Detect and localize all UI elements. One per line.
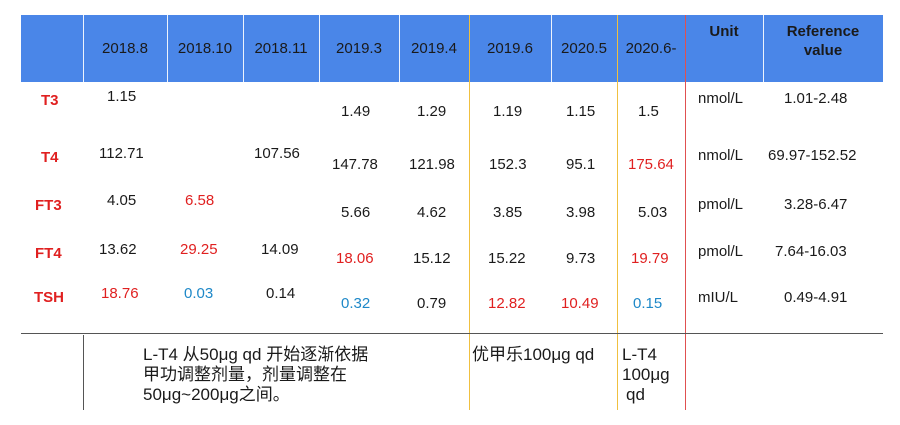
note-euthyrox: 优甲乐100μg qd [472, 345, 595, 364]
cell-t4-2020-5: 95.1 [566, 156, 596, 173]
cell-ft4-2019-3: 18.06 [336, 250, 374, 267]
divider-red [685, 15, 686, 410]
note-line-1: L-T4 从50μg qd 开始逐渐依据 [143, 345, 369, 364]
cell-ft3-ref: 3.28-6.47 [784, 196, 848, 213]
row-label-ft3: FT3 [35, 197, 62, 214]
cell-tsh-2018-11: 0.14 [266, 285, 296, 302]
cell-ft3-2018-8: 4.05 [107, 192, 137, 209]
cell-ft3-2020-5: 3.98 [566, 204, 596, 221]
header-date-7: 2020.5 [561, 40, 607, 57]
divider-yellow-2 [617, 15, 618, 410]
cell-t3-2018-8: 1.15 [107, 88, 137, 105]
cell-ft4-2019-4: 15.12 [413, 250, 451, 267]
cell-tsh-unit: mIU/L [698, 289, 739, 306]
cell-tsh-2019-3: 0.32 [341, 295, 371, 312]
cell-t3-2019-4: 1.29 [417, 103, 447, 120]
notes-separator [21, 333, 883, 334]
cell-ft3-2019-4: 4.62 [417, 204, 447, 221]
divider-yellow-1 [469, 15, 470, 410]
cell-ft4-ref: 7.64-16.03 [775, 243, 847, 260]
note-line-2: 甲功调整剂量，剂量调整在 [143, 365, 347, 384]
cell-t3-2019-3: 1.49 [341, 103, 371, 120]
cell-tsh-2019-4: 0.79 [417, 295, 447, 312]
cell-t3-unit: nmol/L [698, 90, 744, 107]
row-label-tsh: TSH [34, 289, 64, 306]
note-lt4-line-1: L-T4 [622, 345, 657, 364]
header-date-6: 2019.6 [487, 40, 533, 57]
header-date-2: 2018.10 [177, 40, 233, 57]
cell-tsh-2019-6: 12.82 [488, 295, 526, 312]
cell-t4-2020-6: 175.64 [628, 156, 674, 173]
cell-ft4-2020-6: 19.79 [631, 250, 669, 267]
cell-t4-2018-11: 107.56 [254, 145, 300, 162]
cell-ft3-2018-10: 6.58 [185, 192, 215, 209]
divider-notes-left [83, 335, 84, 410]
header-unit: Unit [709, 23, 739, 40]
cell-ft3-2019-3: 5.66 [341, 204, 371, 221]
cell-tsh-2020-6: 0.15 [633, 295, 663, 312]
cell-t4-ref: 69.97-152.52 [768, 147, 857, 164]
cell-t3-2020-6: 1.5 [638, 103, 659, 120]
cell-ft4-2018-11: 14.09 [261, 241, 299, 258]
cell-tsh-2020-5: 10.49 [561, 295, 599, 312]
cell-ft3-2019-6: 3.85 [493, 204, 523, 221]
cell-t3-2019-6: 1.19 [493, 103, 523, 120]
note-lt4-line-2: 100μg [622, 365, 670, 384]
header-date-1: 2018.8 [102, 40, 148, 57]
thyroid-function-table: 2018.8 2018.10 2018.11 2019.3 2019.4 201… [21, 15, 883, 410]
note-line-3: 50μg~200μg之间。 [143, 385, 290, 404]
header-date-8: 2020.6- [625, 40, 677, 57]
cell-ft3-2020-6: 5.03 [638, 204, 668, 221]
cell-t4-2019-4: 121.98 [409, 156, 455, 173]
row-label-t3: T3 [41, 92, 59, 109]
cell-ft3-unit: pmol/L [698, 196, 744, 213]
cell-t4-2019-3: 147.78 [332, 156, 378, 173]
note-lt4-dose: L-T4 100μg qd [622, 345, 670, 405]
header-date-5: 2019.4 [411, 40, 457, 57]
cell-tsh-ref: 0.49-4.91 [784, 289, 848, 306]
cell-ft4-2019-6: 15.22 [488, 250, 526, 267]
cell-t3-ref: 1.01-2.48 [784, 90, 848, 107]
cell-tsh-2018-8: 18.76 [101, 285, 139, 302]
row-label-t4: T4 [41, 149, 59, 166]
header-date-4: 2019.3 [336, 40, 382, 57]
cell-ft4-unit: pmol/L [698, 243, 744, 260]
cell-tsh-2018-10: 0.03 [184, 285, 214, 302]
note-lt4-line-3: qd [626, 385, 645, 404]
cell-t4-2018-8: 112.71 [99, 145, 144, 162]
cell-t4-unit: nmol/L [698, 147, 744, 164]
cell-t3-2020-5: 1.15 [566, 103, 596, 120]
cell-ft4-2018-8: 13.62 [99, 241, 137, 258]
table-header [21, 15, 883, 82]
header-date-3: 2018.11 [254, 40, 308, 57]
cell-t4-2019-6: 152.3 [489, 156, 527, 173]
header-reference: Reference value [786, 23, 860, 59]
row-label-ft4: FT4 [35, 245, 62, 262]
cell-ft4-2018-10: 29.25 [180, 241, 218, 258]
cell-ft4-2020-5: 9.73 [566, 250, 596, 267]
note-dose-adjustment: L-T4 从50μg qd 开始逐渐依据 甲功调整剂量，剂量调整在 50μg~2… [143, 345, 463, 405]
